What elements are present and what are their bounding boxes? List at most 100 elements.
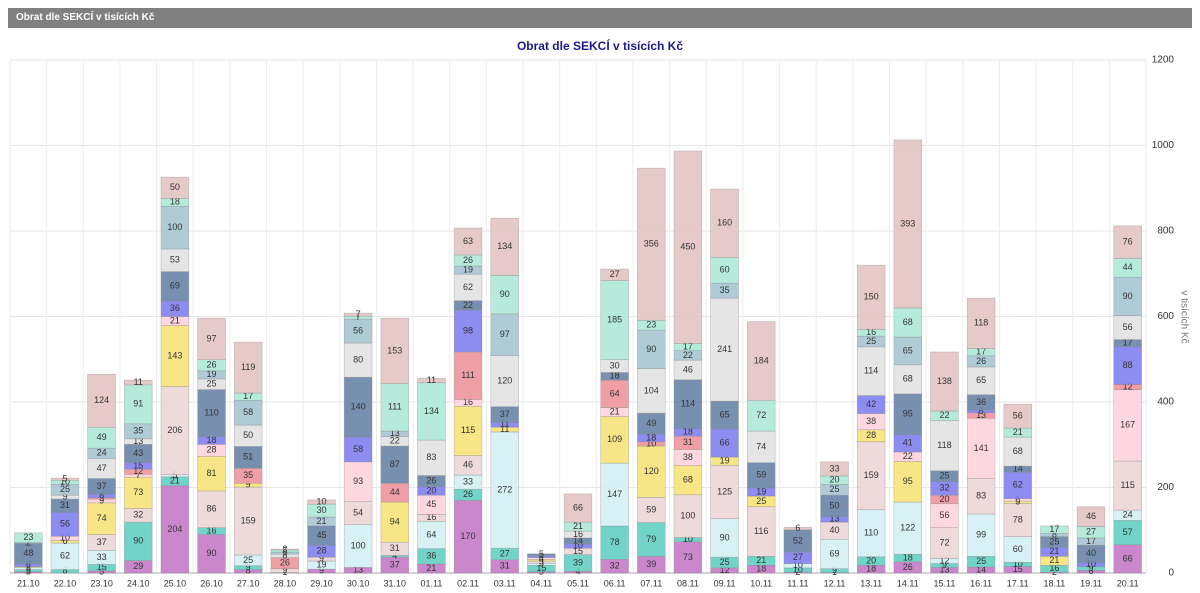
bar-segment	[50, 477, 80, 481]
bar-segment	[710, 400, 739, 430]
value-label: 60	[1013, 544, 1023, 554]
value-label: 6	[62, 536, 67, 546]
value-label: 27	[1086, 527, 1096, 537]
value-label: 30	[316, 505, 326, 515]
value-label: 100	[680, 511, 695, 521]
value-label: 32	[939, 483, 949, 493]
value-label: 170	[461, 531, 476, 541]
value-label: 9	[319, 565, 324, 575]
bar-segment	[124, 476, 153, 509]
bar-segment	[197, 534, 226, 574]
value-label: 9	[99, 495, 104, 505]
bar-segment	[893, 307, 923, 338]
value-label: 100	[167, 222, 182, 232]
bar-segment	[600, 280, 629, 360]
value-label: 49	[97, 432, 107, 442]
value-label: 15	[536, 563, 546, 573]
x-tick-label: 15.11	[934, 578, 956, 588]
value-label: 10	[683, 534, 693, 544]
value-label: 9	[246, 480, 251, 490]
value-label: 36	[170, 303, 180, 313]
value-label: 95	[903, 409, 913, 419]
value-label: 56	[353, 325, 363, 335]
value-label: 11	[427, 375, 436, 385]
value-label: 159	[864, 470, 879, 480]
value-label: 95	[903, 476, 913, 486]
value-label: 114	[681, 399, 695, 409]
value-label: 25	[720, 557, 730, 567]
value-label: 125	[717, 486, 732, 496]
value-label: 26	[280, 558, 290, 568]
bar-segment	[197, 455, 226, 492]
bar-segment	[1113, 276, 1142, 316]
value-label: 17	[1049, 524, 1059, 534]
value-label: 68	[1013, 446, 1023, 456]
value-label: 119	[241, 362, 255, 372]
bar-segment	[380, 445, 409, 484]
value-label: 21	[426, 563, 436, 573]
value-label: 204	[167, 524, 182, 534]
bar-segment	[747, 321, 776, 401]
value-label: 30	[610, 360, 620, 370]
value-label: 17	[976, 347, 986, 357]
x-tick-label: 10.11	[750, 578, 772, 588]
value-label: 65	[903, 345, 913, 355]
value-label: 10	[60, 477, 70, 487]
value-label: 46	[463, 460, 473, 470]
bar-segment	[710, 257, 739, 284]
value-label: 15	[573, 546, 583, 556]
value-label: 10	[1013, 559, 1023, 569]
value-label: 6	[979, 406, 984, 416]
value-label: 90	[1123, 291, 1133, 301]
value-label: 13	[390, 428, 400, 438]
x-tick-label: 06.11	[604, 578, 626, 588]
value-label: 13	[830, 514, 840, 524]
value-label: 38	[866, 416, 876, 426]
value-label: 74	[97, 513, 107, 523]
value-label: 88	[1123, 360, 1133, 370]
value-label: 16	[463, 397, 473, 407]
value-label: 25	[1049, 536, 1059, 546]
value-label: 140	[351, 402, 366, 412]
bar-segment	[893, 139, 923, 309]
value-label: 110	[864, 528, 878, 538]
value-label: 16	[866, 327, 876, 337]
value-label: 5	[539, 556, 544, 566]
value-label: 47	[97, 463, 107, 473]
value-label: 37	[500, 409, 510, 419]
value-label: 22	[939, 410, 949, 420]
x-tick-label: 14.11	[897, 578, 919, 588]
value-label: 19	[720, 456, 730, 466]
value-label: 24	[97, 448, 107, 458]
bar-segment	[710, 518, 739, 558]
value-label: 10	[646, 438, 656, 448]
value-label: 10	[793, 564, 803, 574]
value-label: 25	[976, 556, 986, 566]
bar-segment	[637, 445, 666, 498]
bar-segment	[893, 461, 923, 503]
value-label: 56	[1123, 322, 1133, 332]
bar-segment	[417, 382, 446, 441]
bar-segment	[637, 522, 666, 557]
value-label: 5	[99, 566, 104, 576]
x-tick-label: 24.10	[127, 578, 150, 588]
bar-segment	[87, 373, 116, 428]
value-label: 43	[133, 448, 143, 458]
value-label: 40	[830, 525, 840, 535]
value-label: 18	[756, 564, 766, 574]
value-label: 184	[754, 355, 769, 365]
value-label: 56	[939, 510, 949, 520]
value-label: 26	[976, 356, 986, 366]
value-label: 111	[388, 402, 402, 412]
value-label: 28	[316, 546, 326, 556]
value-label: 21	[170, 315, 180, 325]
value-label: 32	[133, 510, 143, 520]
value-label: 49	[646, 418, 656, 428]
bar-segment	[710, 464, 739, 520]
value-label: 20	[830, 475, 840, 485]
bar-segment	[124, 379, 153, 386]
bar-segment	[966, 366, 996, 396]
value-label: 13	[353, 565, 363, 575]
value-label: 111	[461, 370, 475, 380]
bar-segment	[893, 393, 923, 435]
